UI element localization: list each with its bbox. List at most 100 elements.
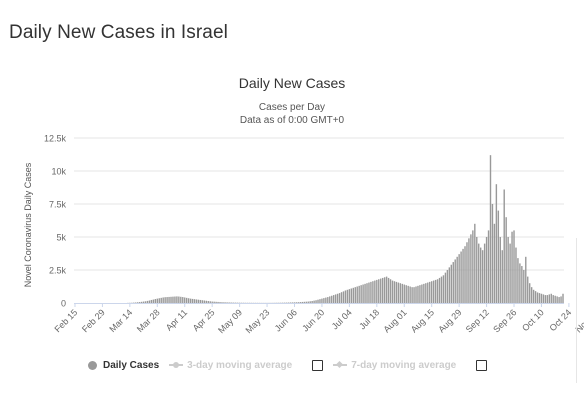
- bar[interactable]: [378, 279, 380, 303]
- bar[interactable]: [146, 300, 149, 303]
- bar[interactable]: [140, 301, 143, 303]
- checkbox-3-day-average[interactable]: [312, 359, 324, 371]
- bar[interactable]: [166, 297, 168, 303]
- bar[interactable]: [303, 301, 305, 303]
- bar[interactable]: [344, 290, 347, 303]
- bar[interactable]: [493, 223, 496, 303]
- bar[interactable]: [342, 291, 345, 303]
- bar[interactable]: [205, 300, 207, 303]
- bar[interactable]: [454, 259, 456, 303]
- bar[interactable]: [536, 292, 539, 303]
- bar[interactable]: [152, 299, 155, 303]
- bar[interactable]: [446, 270, 449, 303]
- bar[interactable]: [450, 264, 452, 303]
- bar[interactable]: [562, 293, 564, 303]
- bar[interactable]: [329, 296, 331, 303]
- bar[interactable]: [462, 248, 464, 303]
- bar[interactable]: [356, 286, 358, 304]
- bar[interactable]: [395, 281, 398, 303]
- bar[interactable]: [180, 296, 182, 303]
- bar[interactable]: [485, 237, 488, 303]
- bar[interactable]: [358, 285, 360, 303]
- bar[interactable]: [472, 230, 474, 303]
- bar[interactable]: [423, 283, 425, 303]
- bar[interactable]: [434, 279, 437, 303]
- bar[interactable]: [133, 302, 135, 304]
- bar[interactable]: [174, 296, 176, 303]
- bar[interactable]: [481, 250, 484, 303]
- bar[interactable]: [507, 237, 509, 303]
- bar[interactable]: [532, 289, 535, 303]
- bar[interactable]: [315, 300, 317, 303]
- bar[interactable]: [417, 285, 419, 303]
- bar[interactable]: [409, 286, 411, 304]
- bar[interactable]: [466, 242, 468, 303]
- bar[interactable]: [538, 293, 541, 303]
- bar[interactable]: [411, 287, 413, 303]
- bar[interactable]: [438, 277, 441, 303]
- bar[interactable]: [178, 296, 180, 303]
- bar[interactable]: [550, 293, 552, 303]
- bar[interactable]: [185, 297, 188, 303]
- bar[interactable]: [323, 298, 325, 303]
- bar[interactable]: [334, 294, 337, 303]
- bar[interactable]: [168, 296, 170, 303]
- bar[interactable]: [430, 281, 433, 303]
- bar[interactable]: [311, 301, 313, 303]
- bar[interactable]: [458, 254, 460, 303]
- bar[interactable]: [340, 292, 343, 303]
- bar[interactable]: [429, 281, 431, 303]
- bar[interactable]: [199, 299, 202, 303]
- bar[interactable]: [405, 285, 407, 303]
- bar[interactable]: [546, 295, 549, 303]
- bar[interactable]: [470, 234, 472, 303]
- bar[interactable]: [393, 281, 396, 303]
- bar[interactable]: [287, 302, 290, 304]
- bar[interactable]: [436, 279, 439, 303]
- bar[interactable]: [221, 302, 223, 303]
- bar[interactable]: [238, 302, 241, 304]
- bar[interactable]: [499, 237, 501, 303]
- bar[interactable]: [327, 297, 329, 303]
- bar[interactable]: [456, 256, 458, 303]
- bar[interactable]: [231, 302, 233, 304]
- bar[interactable]: [305, 301, 307, 303]
- bar[interactable]: [307, 301, 309, 303]
- bar[interactable]: [280, 302, 282, 304]
- bar[interactable]: [444, 272, 447, 303]
- bar[interactable]: [540, 293, 543, 303]
- bar[interactable]: [282, 302, 284, 304]
- bar[interactable]: [372, 281, 374, 303]
- bar[interactable]: [176, 296, 178, 303]
- bar[interactable]: [397, 282, 400, 303]
- bar[interactable]: [301, 301, 304, 303]
- bar[interactable]: [156, 298, 158, 303]
- bar[interactable]: [419, 285, 421, 303]
- bar[interactable]: [554, 295, 556, 303]
- bar[interactable]: [227, 302, 229, 303]
- bar[interactable]: [542, 294, 545, 303]
- bar[interactable]: [544, 295, 547, 303]
- bar[interactable]: [309, 301, 311, 303]
- bar[interactable]: [530, 287, 533, 303]
- bar[interactable]: [217, 301, 219, 303]
- bar[interactable]: [207, 301, 209, 303]
- bar[interactable]: [432, 280, 435, 303]
- bar[interactable]: [348, 289, 351, 303]
- bar[interactable]: [321, 298, 323, 303]
- bar[interactable]: [233, 302, 235, 304]
- bar[interactable]: [172, 296, 174, 303]
- bar[interactable]: [474, 223, 476, 303]
- bar[interactable]: [332, 295, 335, 303]
- bar[interactable]: [399, 283, 402, 303]
- bar[interactable]: [144, 301, 147, 303]
- checkbox-7-day-average[interactable]: [476, 359, 488, 371]
- bar[interactable]: [285, 302, 288, 304]
- bar[interactable]: [201, 300, 204, 303]
- bar[interactable]: [385, 276, 388, 303]
- bar[interactable]: [154, 299, 157, 303]
- bar[interactable]: [215, 301, 217, 303]
- bar[interactable]: [523, 270, 525, 303]
- bar[interactable]: [368, 282, 370, 303]
- bar[interactable]: [425, 283, 427, 303]
